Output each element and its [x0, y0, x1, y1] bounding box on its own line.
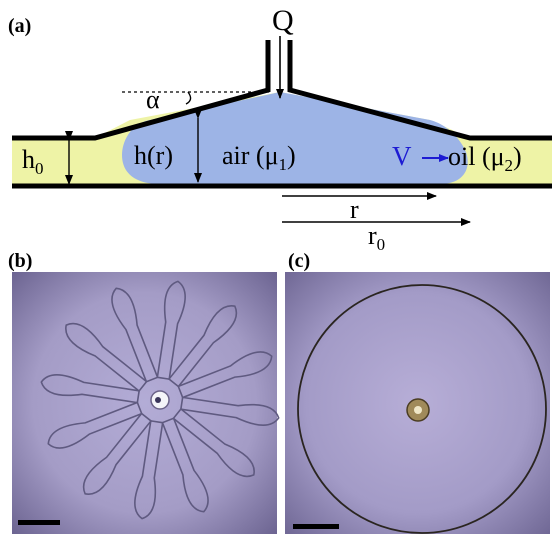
- finger: [179, 396, 280, 426]
- oil-label: oil (μ2): [448, 142, 522, 175]
- angle-arc: [185, 91, 192, 105]
- finger: [161, 417, 209, 513]
- h0-base: h: [22, 145, 35, 174]
- oil-text: oil (μ: [448, 142, 505, 171]
- inlet-c-center: [414, 406, 422, 414]
- velocity-label: V: [392, 141, 412, 171]
- panel-b-photo: (b): [8, 250, 280, 534]
- scale-bar-c: [293, 524, 339, 529]
- photo-b-background: [12, 272, 277, 534]
- top-plate-right: [287, 40, 552, 141]
- panel-label-c: (c): [288, 250, 310, 272]
- air-sub: 1: [279, 155, 288, 174]
- fingering-pattern: [40, 280, 280, 520]
- inlet-b-center: [155, 397, 161, 403]
- finger: [156, 280, 186, 381]
- finger: [167, 305, 238, 388]
- r0-sub: 0: [377, 235, 386, 254]
- panel-label-a: (a): [8, 15, 31, 37]
- oil-sub: 2: [505, 156, 514, 175]
- panel-c-photo: (c): [285, 250, 550, 534]
- hr-label: h(r): [134, 141, 173, 170]
- flow-rate-label: Q: [272, 4, 294, 37]
- air-text: air (μ: [222, 141, 279, 170]
- air-label: air (μ1): [222, 141, 296, 174]
- finger: [47, 401, 143, 449]
- finger: [40, 374, 141, 404]
- h0-sub: 0: [35, 159, 44, 178]
- r0-base: r: [368, 221, 377, 250]
- h0-label: h0: [22, 145, 44, 178]
- finger: [134, 419, 164, 520]
- top-plate: [12, 40, 271, 141]
- finger: [172, 407, 255, 478]
- finger: [82, 412, 153, 495]
- panel-a-schematic: (a) Q α h0 h(r) air (μ1) V oil (μ2) r: [8, 4, 552, 254]
- finger: [177, 351, 273, 399]
- scale-bar-b: [18, 520, 60, 525]
- angle-label: α: [146, 85, 160, 114]
- r0-label: r0: [368, 221, 385, 254]
- finger: [65, 322, 148, 393]
- circular-interface: [297, 284, 547, 534]
- air-close: ): [287, 141, 296, 170]
- finger: [111, 287, 159, 383]
- air-bubble: [122, 92, 468, 184]
- panel-label-b: (b): [8, 250, 32, 272]
- oil-close: ): [513, 142, 522, 171]
- radius-label: r: [350, 195, 359, 224]
